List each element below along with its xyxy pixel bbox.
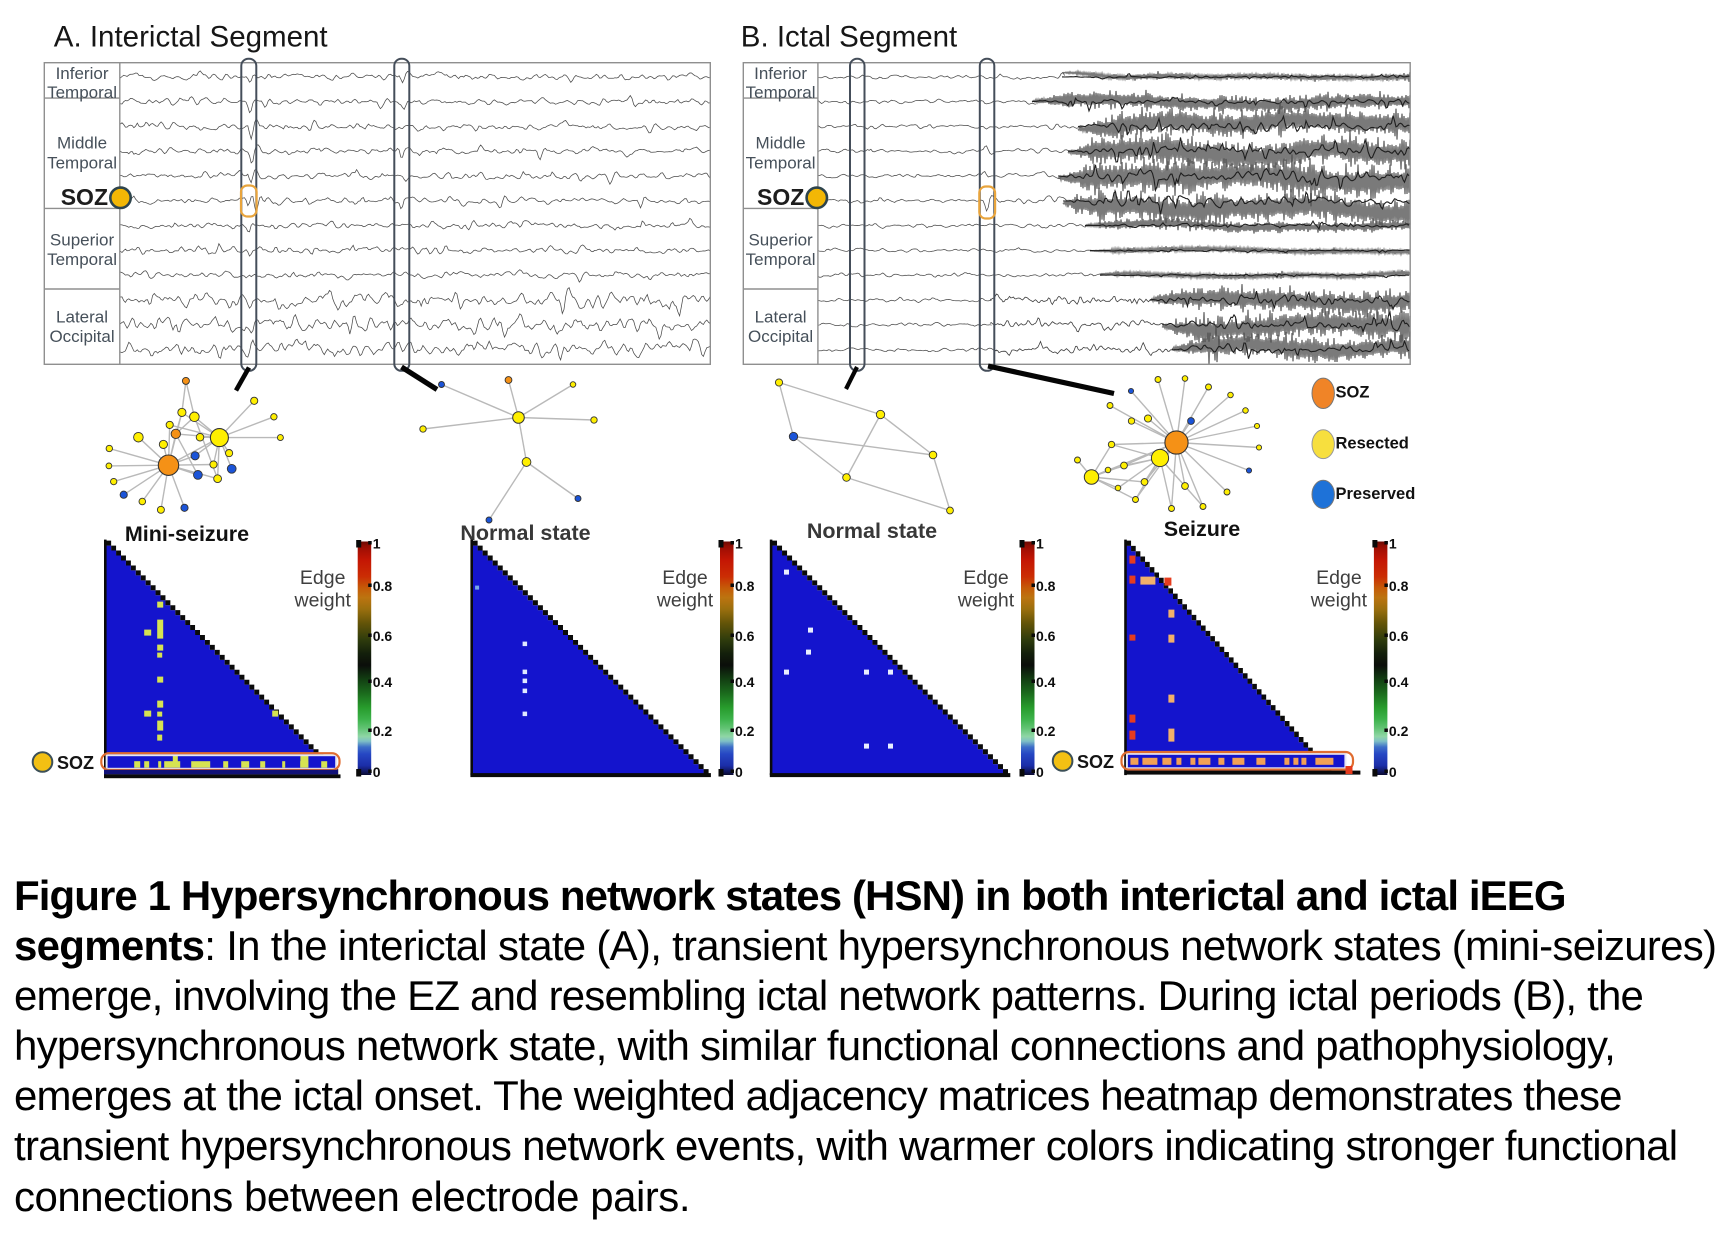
svg-text:0.4: 0.4 xyxy=(1036,674,1056,690)
svg-text:SOZ: SOZ xyxy=(1077,752,1114,772)
svg-text:weight: weight xyxy=(656,590,714,612)
svg-text:Edge: Edge xyxy=(300,567,346,589)
svg-text:Inferior: Inferior xyxy=(56,64,109,83)
svg-text:Middle: Middle xyxy=(756,134,806,153)
svg-text:0.8: 0.8 xyxy=(373,578,393,594)
svg-text:0.8: 0.8 xyxy=(735,578,755,594)
svg-text:Edge: Edge xyxy=(963,567,1009,589)
svg-text:Mini-seizure: Mini-seizure xyxy=(125,522,249,546)
svg-text:0.6: 0.6 xyxy=(1389,628,1409,644)
svg-text:Normal state: Normal state xyxy=(460,521,590,545)
svg-text:Temporal: Temporal xyxy=(47,250,117,269)
svg-text:0.4: 0.4 xyxy=(373,674,393,690)
svg-text:weight: weight xyxy=(294,590,352,612)
svg-text:1: 1 xyxy=(1389,536,1397,552)
svg-text:Seizure: Seizure xyxy=(1164,517,1241,541)
svg-text:Preserved: Preserved xyxy=(1336,485,1416,503)
svg-text:SOZ: SOZ xyxy=(1336,384,1370,402)
svg-text:0: 0 xyxy=(735,764,743,780)
svg-text:Superior: Superior xyxy=(50,230,115,249)
svg-text:0.6: 0.6 xyxy=(1036,628,1056,644)
svg-text:Normal state: Normal state xyxy=(807,519,937,543)
svg-text:B. Ictal Segment: B. Ictal Segment xyxy=(741,21,957,54)
svg-text:Occipital: Occipital xyxy=(748,327,813,346)
svg-text:0.8: 0.8 xyxy=(1389,578,1409,594)
svg-text:Temporal: Temporal xyxy=(47,83,117,102)
svg-text:0.2: 0.2 xyxy=(735,723,755,739)
svg-text:Temporal: Temporal xyxy=(47,153,117,172)
svg-text:SOZ: SOZ xyxy=(757,184,804,210)
svg-text:1: 1 xyxy=(1036,536,1044,552)
svg-text:SOZ: SOZ xyxy=(61,184,108,210)
svg-text:Occipital: Occipital xyxy=(49,327,114,346)
svg-text:Edge: Edge xyxy=(662,567,708,589)
svg-text:Inferior: Inferior xyxy=(754,64,807,83)
svg-text:Edge: Edge xyxy=(1316,567,1362,589)
svg-text:0: 0 xyxy=(1036,764,1044,780)
svg-text:0.2: 0.2 xyxy=(373,723,393,739)
svg-text:weight: weight xyxy=(957,590,1015,612)
svg-text:weight: weight xyxy=(1310,590,1368,612)
svg-text:1: 1 xyxy=(735,536,743,552)
svg-text:Middle: Middle xyxy=(57,134,107,153)
svg-text:SOZ: SOZ xyxy=(57,753,94,773)
svg-text:Temporal: Temporal xyxy=(746,153,816,172)
svg-text:A. Interictal Segment: A. Interictal Segment xyxy=(54,21,328,54)
svg-text:0: 0 xyxy=(373,764,381,780)
svg-text:0.2: 0.2 xyxy=(1389,723,1409,739)
svg-text:Temporal: Temporal xyxy=(746,250,816,269)
svg-text:Temporal: Temporal xyxy=(746,83,816,102)
svg-text:0: 0 xyxy=(1389,764,1397,780)
svg-text:1: 1 xyxy=(373,536,381,552)
svg-text:Lateral: Lateral xyxy=(755,307,807,326)
svg-text:Lateral: Lateral xyxy=(56,307,108,326)
svg-text:0.6: 0.6 xyxy=(735,628,755,644)
svg-text:Resected: Resected xyxy=(1336,435,1409,453)
svg-text:0.6: 0.6 xyxy=(373,628,393,644)
svg-text:0.8: 0.8 xyxy=(1036,578,1056,594)
svg-text:0.2: 0.2 xyxy=(1036,723,1056,739)
svg-text:0.4: 0.4 xyxy=(1389,674,1409,690)
svg-text:0.4: 0.4 xyxy=(735,674,755,690)
svg-text:Superior: Superior xyxy=(748,230,813,249)
